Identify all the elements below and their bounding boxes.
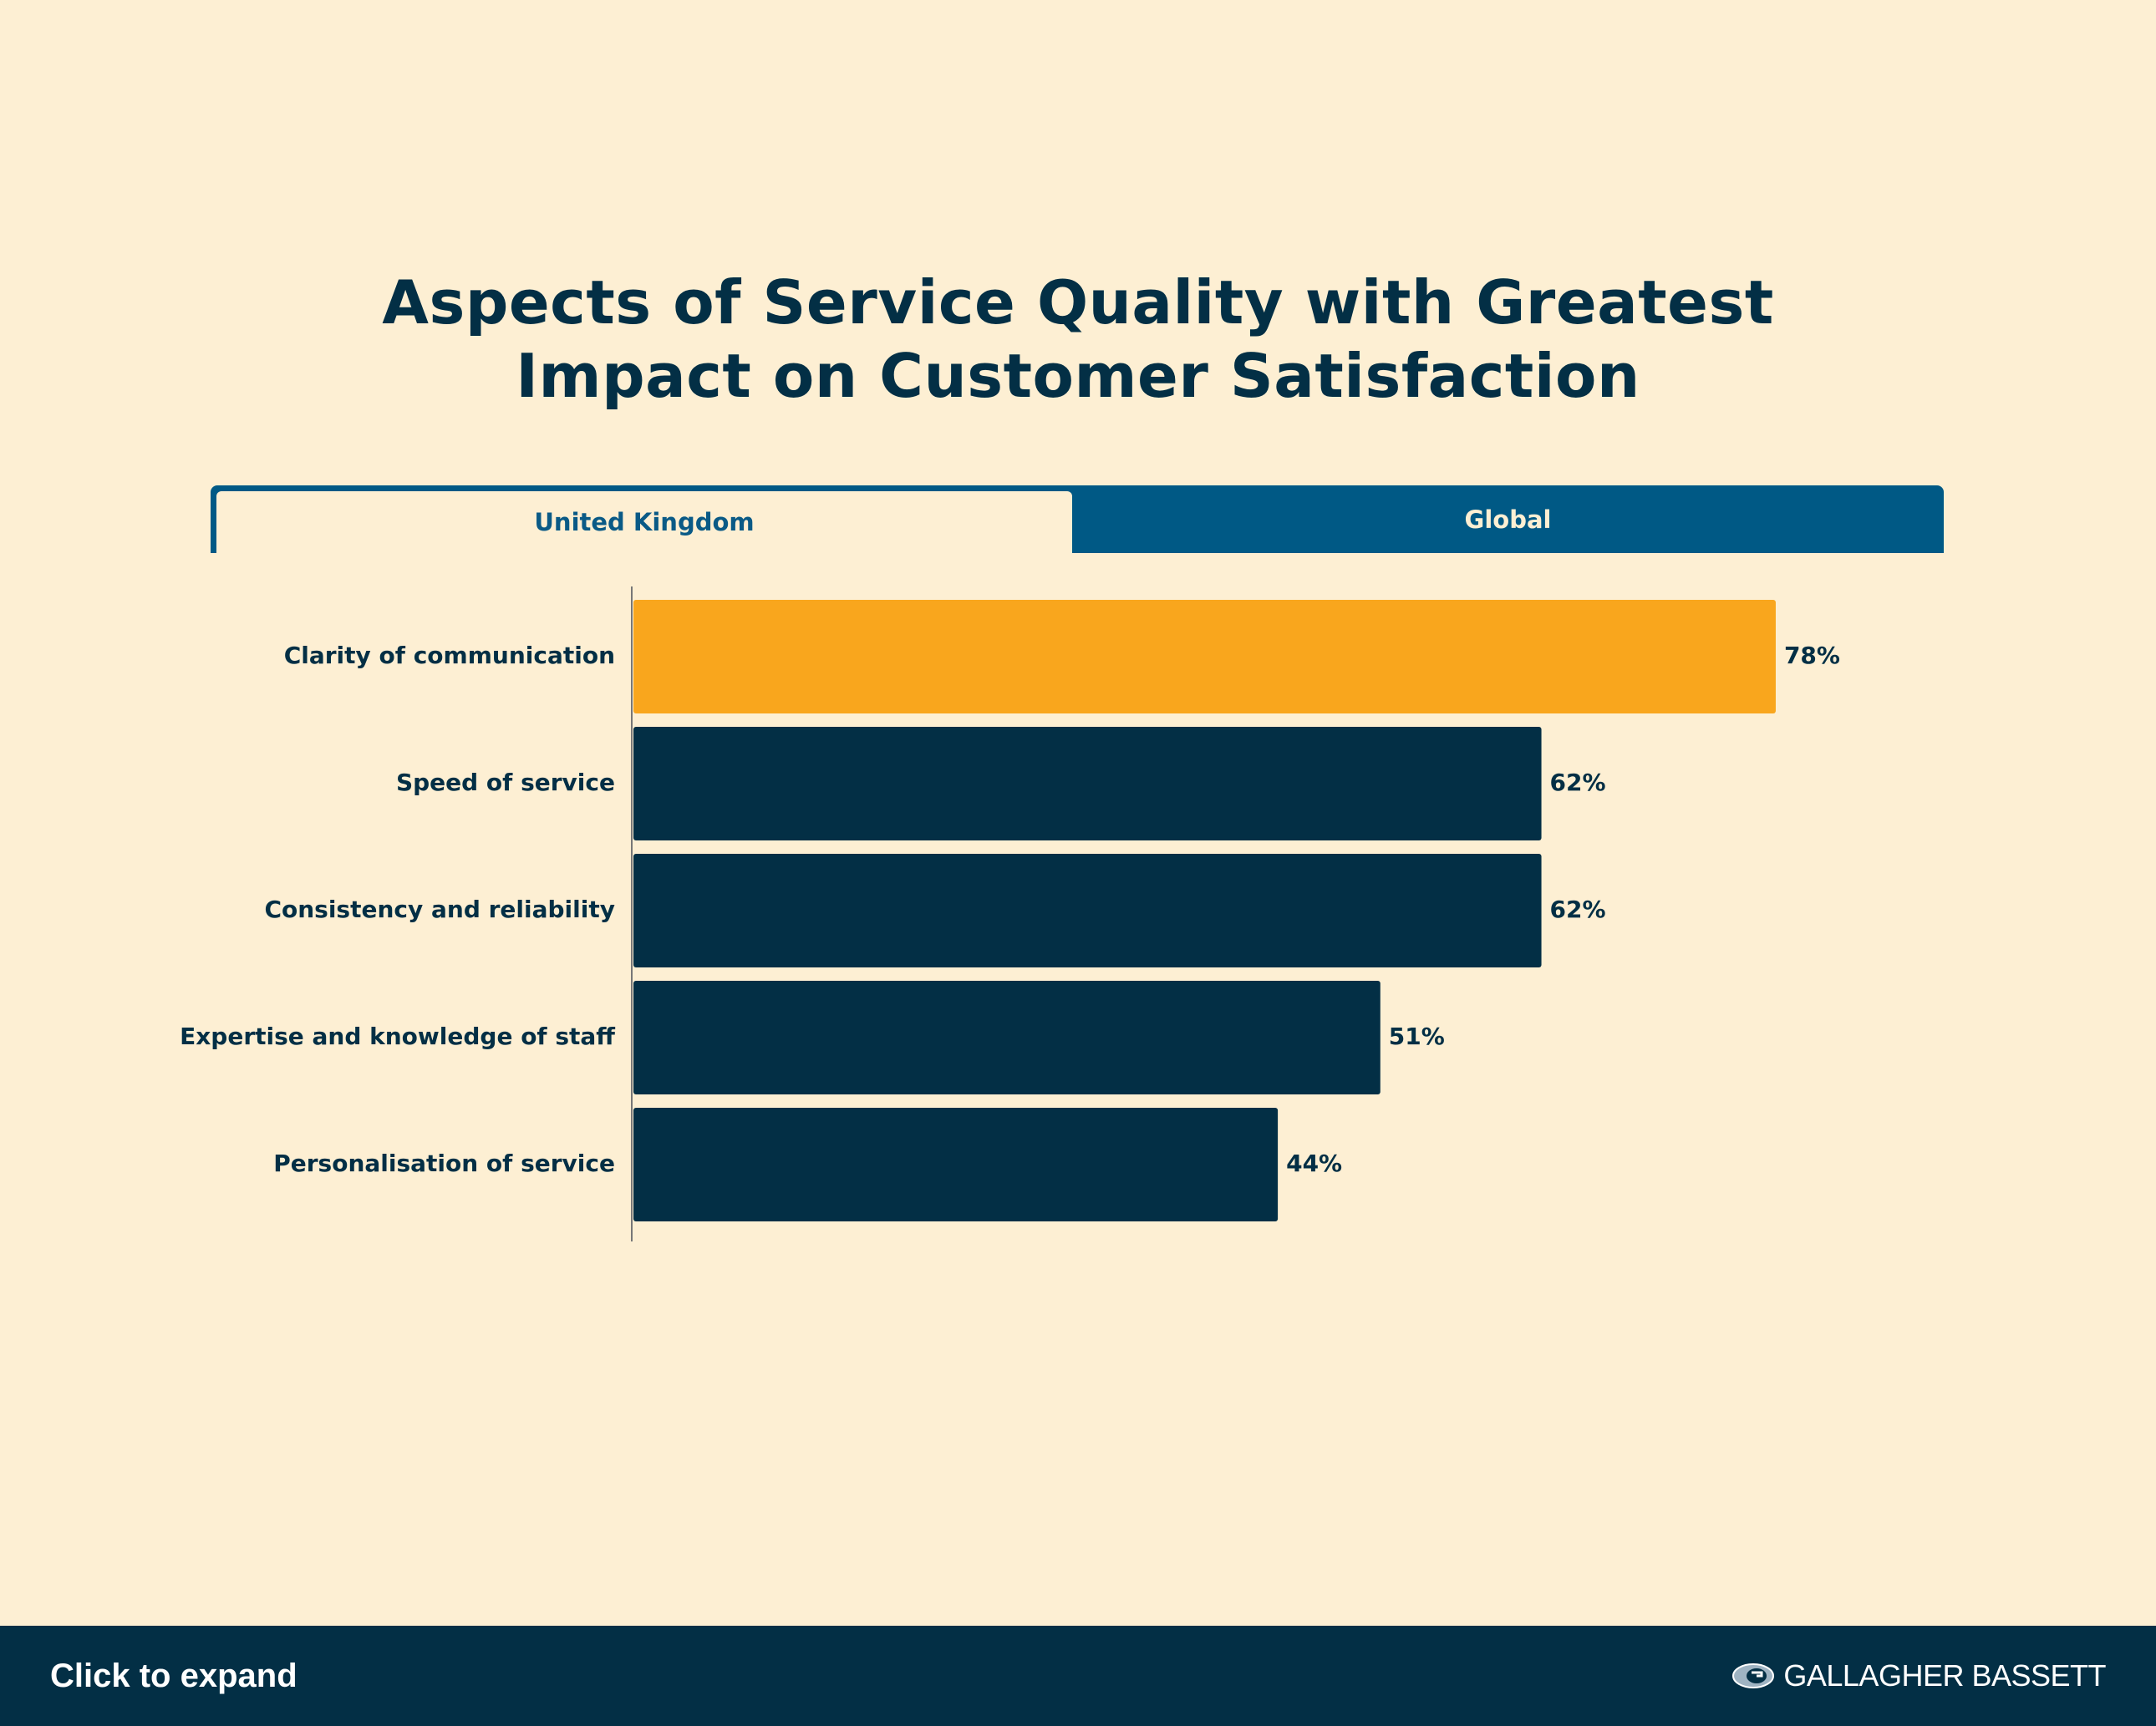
category-label: Speed of service	[396, 769, 615, 796]
category-label: Personalisation of service	[273, 1150, 615, 1177]
value-label: 62%	[1550, 769, 1606, 796]
chart-title-line-2: Impact on Customer Satisfaction	[516, 341, 1640, 411]
region-tabs: United Kingdom Global	[211, 485, 1944, 553]
bar-consistency-and-reliability	[633, 854, 1542, 967]
value-label: 51%	[1389, 1023, 1445, 1050]
bar-clarity-of-communication	[633, 600, 1776, 713]
bar-speed-of-service	[633, 727, 1542, 840]
gallagher-globe-logo-icon	[1732, 1663, 1775, 1688]
category-label: Expertise and knowledge of staff	[180, 1023, 615, 1050]
chart-title: Aspects of Service Quality with Greatest…	[0, 266, 2156, 413]
value-label: 78%	[1784, 642, 1840, 669]
bar-expertise-and-knowledge-of-staff	[633, 981, 1381, 1094]
footer-bar: Click to expand GALLAGHER BASSETT	[0, 1626, 2156, 1726]
value-label: 44%	[1286, 1150, 1342, 1177]
tab-united-kingdom[interactable]: United Kingdom	[216, 491, 1072, 553]
bar-chart: Clarity of communication 78% Speed of serv…	[180, 586, 1840, 1241]
bar-personalisation-of-service	[633, 1108, 1279, 1221]
brand-logo: GALLAGHER BASSETT	[1731, 1626, 2106, 1726]
expand-button[interactable]: Click to expand	[50, 1657, 297, 1694]
value-label: 62%	[1550, 896, 1606, 923]
brand-name: GALLAGHER BASSETT	[1783, 1658, 2106, 1693]
tab-global[interactable]: Global	[1464, 505, 1552, 534]
category-label: Clarity of communication	[284, 642, 615, 669]
chart-title-line-1: Aspects of Service Quality with Greatest	[382, 267, 1774, 338]
category-label: Consistency and reliability	[264, 896, 615, 923]
